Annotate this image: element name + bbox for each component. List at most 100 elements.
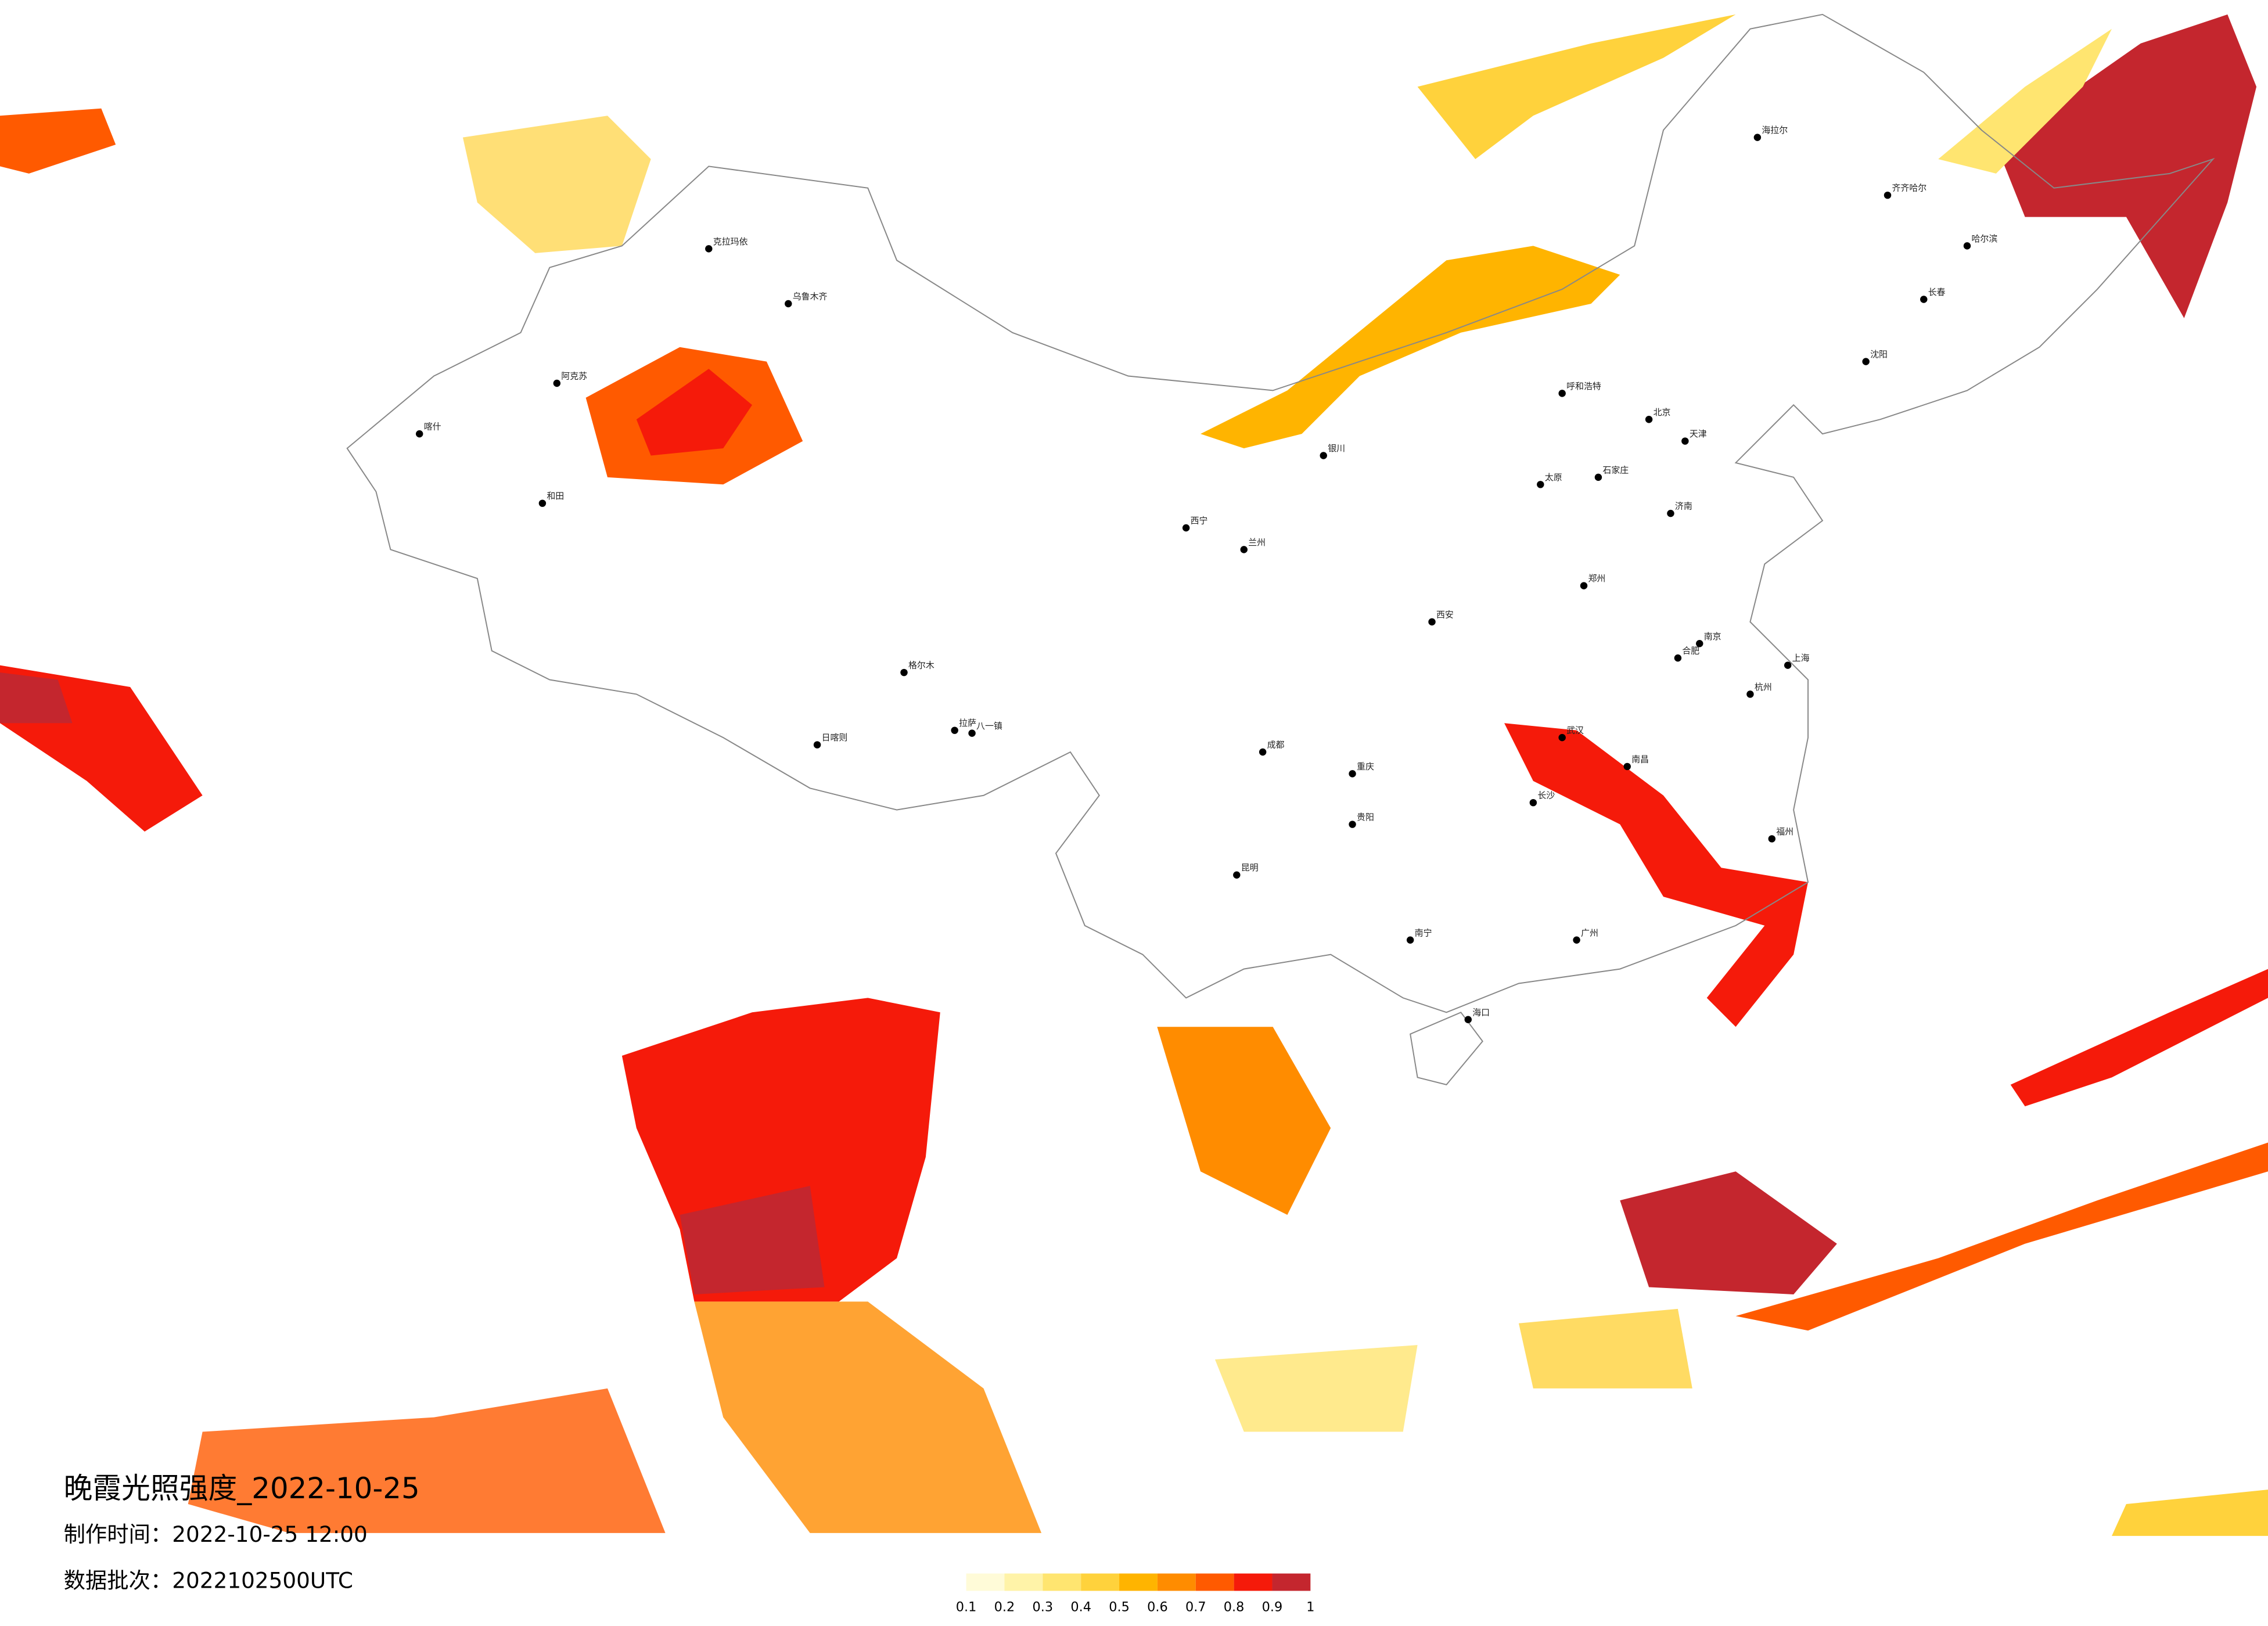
island-outline: [1410, 1012, 1483, 1085]
city-label: 天津: [1690, 429, 1707, 439]
legend-swatch: [1119, 1573, 1158, 1591]
city-dot: [1696, 640, 1703, 647]
city-dot: [900, 668, 908, 677]
city-dot: [1406, 936, 1414, 944]
city-dot: [1580, 582, 1588, 589]
glow-patch: [1214, 1345, 1418, 1432]
city-dot: [1623, 762, 1631, 771]
city-label: 太原: [1545, 472, 1562, 483]
glow-patch: [188, 1388, 666, 1533]
city-label: 阿克苏: [561, 370, 587, 381]
city-label: 长沙: [1537, 790, 1555, 801]
city-label: 郑州: [1588, 573, 1605, 584]
legend-tick-label: 0.5: [1109, 1599, 1130, 1614]
city-label: 北京: [1654, 407, 1671, 418]
legend-tick-label: 0.6: [1147, 1599, 1168, 1614]
city-label: 南宁: [1415, 927, 1432, 938]
made-time: 制作时间：2022-10-25 12:00: [64, 1521, 368, 1547]
city-dot: [1349, 770, 1356, 778]
city-dot: [1884, 191, 1892, 199]
city-dot: [1558, 733, 1566, 742]
legend-swatch: [966, 1573, 1005, 1591]
city-dot: [1573, 936, 1580, 944]
city-dot: [1233, 871, 1241, 879]
city-dot: [1558, 390, 1566, 397]
glow-patch: [1157, 1027, 1331, 1215]
legend-tick-label: 0.9: [1262, 1599, 1283, 1614]
glow-patch: [462, 116, 651, 253]
city-dot: [1349, 821, 1356, 828]
city-label: 西安: [1436, 609, 1454, 620]
city-label: 贵阳: [1357, 812, 1374, 822]
legend-swatch: [1081, 1573, 1120, 1591]
glow-patch: [1996, 14, 2257, 318]
city-label: 福州: [1776, 826, 1793, 837]
city-label: 重庆: [1357, 761, 1374, 772]
city-label: 克拉玛依: [713, 236, 748, 247]
glow-patch: [1518, 1308, 1692, 1388]
legend-swatch: [1234, 1573, 1273, 1591]
city-dot: [1594, 473, 1602, 481]
city-label: 拉萨: [959, 718, 976, 728]
city-dot: [1428, 618, 1436, 626]
city-label: 呼和浩特: [1566, 381, 1601, 391]
country-outline: [346, 13, 2215, 1013]
glow-patch: [1938, 28, 2112, 174]
city-label: 广州: [1581, 927, 1598, 938]
city-dot: [1963, 242, 1971, 250]
glow-patch: [2112, 1490, 2268, 1536]
city-label: 喀什: [424, 422, 441, 432]
glow-patch: [636, 369, 753, 456]
city-label: 长春: [1928, 287, 1946, 297]
city-label: 兰州: [1248, 537, 1266, 548]
glow-patch: [0, 108, 116, 174]
city-dot: [1768, 835, 1776, 843]
city-label: 和田: [547, 491, 564, 501]
city-dot: [1753, 134, 1762, 141]
city-dot: [951, 726, 958, 734]
city-label: 武汉: [1566, 725, 1584, 736]
legend-swatch: [1004, 1573, 1043, 1591]
glow-patch: [2010, 969, 2268, 1107]
city-dot: [1674, 654, 1682, 662]
legend-tick-label: 0.3: [1033, 1599, 1054, 1614]
city-dot: [1464, 1016, 1472, 1023]
city-dot: [538, 499, 547, 507]
glow-patch: [680, 1186, 825, 1294]
city-label: 齐齐哈尔: [1892, 183, 1926, 193]
city-dot: [705, 245, 713, 253]
legend-swatch: [1272, 1573, 1311, 1591]
city-label: 石家庄: [1602, 465, 1629, 475]
city-dot: [1240, 546, 1248, 553]
legend-tick-label: 0.8: [1224, 1599, 1245, 1614]
glow-patch: [694, 1301, 1042, 1533]
city-label: 南昌: [1631, 754, 1649, 764]
city-label: 海口: [1472, 1007, 1490, 1017]
city-label: 银川: [1328, 443, 1345, 454]
map-title: 晚霞光照强度_2022-10-25: [64, 1472, 420, 1505]
glow-patch: [1735, 1142, 2268, 1331]
glow-patch: [1504, 723, 1809, 1027]
glow-patch: [0, 672, 73, 724]
city-dot: [1862, 358, 1870, 365]
city-label: 合肥: [1682, 646, 1699, 656]
city-dot: [1920, 296, 1928, 303]
legend-tick-label: 1: [1306, 1599, 1314, 1614]
city-dot: [1645, 416, 1653, 423]
city-dot: [1667, 509, 1674, 517]
city-dot: [1784, 661, 1792, 669]
city-label: 哈尔滨: [1971, 233, 1997, 244]
city-dot: [553, 379, 561, 387]
city-dot: [1746, 690, 1754, 698]
city-label: 济南: [1675, 501, 1692, 512]
city-dot: [1182, 524, 1190, 532]
city-label: 八一镇: [976, 721, 1002, 731]
city-label: 昆明: [1241, 862, 1259, 873]
city-label: 乌鲁木齐: [793, 292, 828, 302]
batch-label: 数据批次：2022102500UTC: [64, 1567, 353, 1593]
legend-tick-label: 0.1: [956, 1599, 977, 1614]
city-dot: [1259, 748, 1267, 756]
legend-swatch: [1195, 1573, 1234, 1591]
